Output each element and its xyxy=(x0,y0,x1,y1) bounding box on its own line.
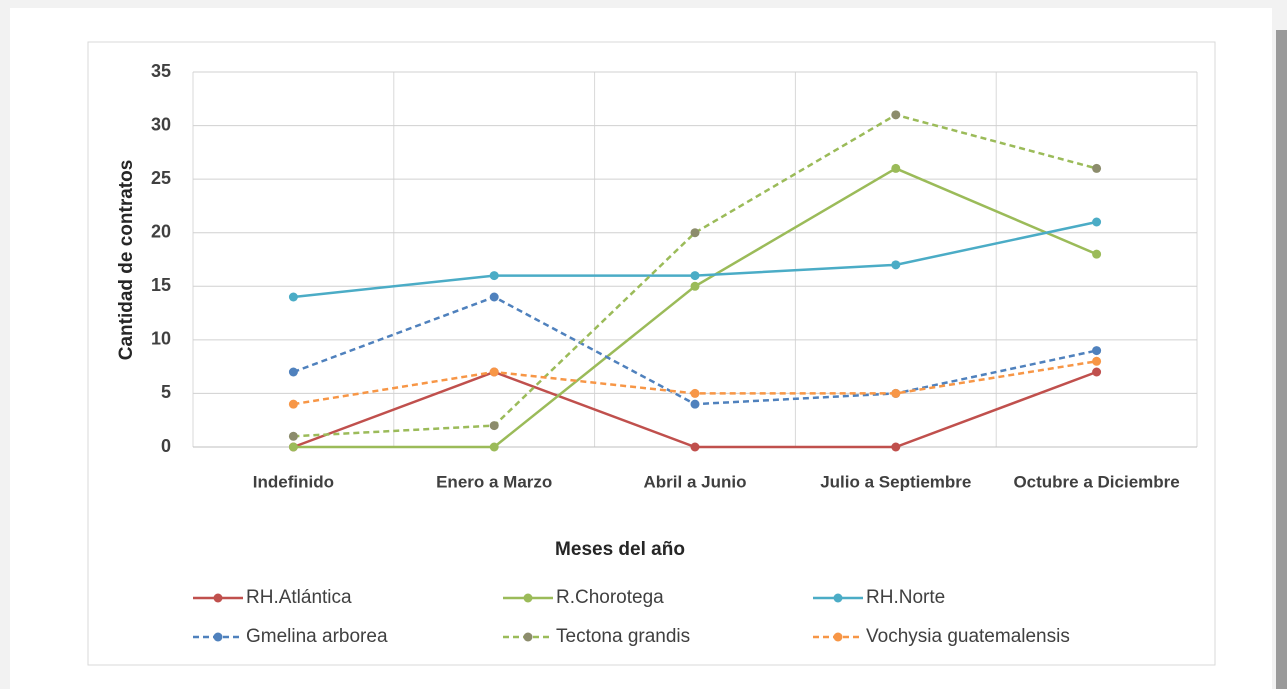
y-tick-label: 15 xyxy=(151,275,171,295)
y-tick-label: 35 xyxy=(151,61,171,81)
data-point xyxy=(690,442,700,452)
y-tick-label: 0 xyxy=(161,436,171,456)
legend-marker xyxy=(213,632,223,642)
legend-marker xyxy=(833,593,843,603)
data-point xyxy=(891,110,901,120)
data-point xyxy=(489,367,499,377)
data-point xyxy=(288,442,298,452)
chart-frame xyxy=(87,41,1216,666)
data-point xyxy=(891,388,901,398)
data-point xyxy=(1092,163,1102,173)
data-point xyxy=(690,281,700,291)
y-tick-label: 10 xyxy=(151,329,171,349)
data-point xyxy=(891,260,901,270)
x-tick-label: Enero a Marzo xyxy=(436,472,552,491)
data-point xyxy=(690,228,700,238)
legend-label: Vochysia guatemalensis xyxy=(866,626,1070,647)
data-point xyxy=(1092,346,1102,356)
legend-label: Tectona grandis xyxy=(556,626,690,647)
y-tick-label: 5 xyxy=(161,382,171,402)
legend-label: RH.Norte xyxy=(866,587,945,608)
x-tick-label: Octubre a Diciembre xyxy=(1013,472,1179,491)
legend-label: RH.Atlántica xyxy=(246,587,352,608)
legend-marker xyxy=(213,593,223,603)
y-tick-label: 25 xyxy=(151,168,171,188)
x-tick-label: Abril a Junio xyxy=(644,472,747,491)
data-point xyxy=(489,292,499,302)
series-line xyxy=(293,113,1097,438)
data-point xyxy=(489,271,499,281)
data-point xyxy=(1092,217,1102,227)
data-point xyxy=(690,388,700,398)
x-tick-label: Julio a Septiembre xyxy=(820,472,971,491)
legend-marker xyxy=(523,632,533,642)
x-axis-title: Meses del año xyxy=(555,539,685,560)
y-tick-label: 30 xyxy=(151,114,171,134)
legend-label: Gmelina arborea xyxy=(246,626,388,647)
legend-marker xyxy=(523,593,533,603)
data-point xyxy=(288,367,298,377)
data-point xyxy=(1092,367,1102,377)
legend-marker xyxy=(833,632,843,642)
y-tick-label: 20 xyxy=(151,221,171,241)
x-tick-label: Indefinido xyxy=(253,472,334,491)
data-point xyxy=(288,399,298,409)
data-point xyxy=(1092,249,1102,259)
data-point xyxy=(489,442,499,452)
data-point xyxy=(690,399,700,409)
data-point xyxy=(690,271,700,281)
y-axis-title: Cantidad de contratos xyxy=(116,160,137,361)
data-point xyxy=(1092,356,1102,366)
data-point xyxy=(891,442,901,452)
data-point xyxy=(891,163,901,173)
data-point xyxy=(288,292,298,302)
legend-label: R.Chorotega xyxy=(556,587,664,608)
data-point xyxy=(489,421,499,431)
side-bar xyxy=(1276,30,1287,689)
data-point xyxy=(288,431,298,441)
